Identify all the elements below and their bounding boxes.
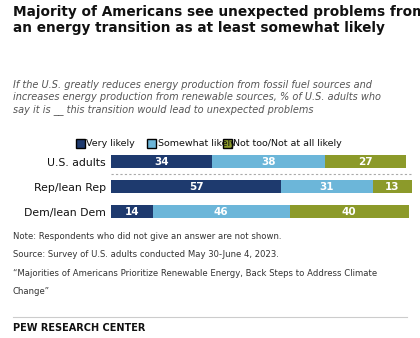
Text: 13: 13 [385,182,399,192]
Text: 40: 40 [342,207,357,217]
Text: “Majorities of Americans Prioritize Renewable Energy, Back Steps to Address Clim: “Majorities of Americans Prioritize Rene… [13,269,377,278]
Bar [111,180,281,193]
Bar [373,180,412,193]
Text: If the U.S. greatly reduces energy production from fossil fuel sources and
incre: If the U.S. greatly reduces energy produ… [13,80,381,115]
Text: PEW RESEARCH CENTER: PEW RESEARCH CENTER [13,323,145,333]
Text: 27: 27 [358,157,373,167]
Bar [326,155,406,168]
Text: 34: 34 [155,157,169,167]
Bar [281,180,373,193]
Text: Somewhat likely: Somewhat likely [158,139,235,148]
Text: Not too/Not at all likely: Not too/Not at all likely [233,139,342,148]
Bar [153,205,290,218]
Bar [111,155,213,168]
Text: Very likely: Very likely [86,139,135,148]
Bar [111,205,153,218]
Text: 38: 38 [262,157,276,167]
Text: Majority of Americans see unexpected problems from
an energy transition as at le: Majority of Americans see unexpected pro… [13,5,420,35]
Text: 14: 14 [125,207,139,217]
Text: Note: Respondents who did not give an answer are not shown.: Note: Respondents who did not give an an… [13,232,281,241]
Text: 31: 31 [320,182,334,192]
Bar [213,155,326,168]
Text: 57: 57 [189,182,203,192]
Text: 46: 46 [214,207,228,217]
Bar [290,205,409,218]
Text: Change”: Change” [13,287,50,296]
Text: Source: Survey of U.S. adults conducted May 30-June 4, 2023.: Source: Survey of U.S. adults conducted … [13,250,278,259]
